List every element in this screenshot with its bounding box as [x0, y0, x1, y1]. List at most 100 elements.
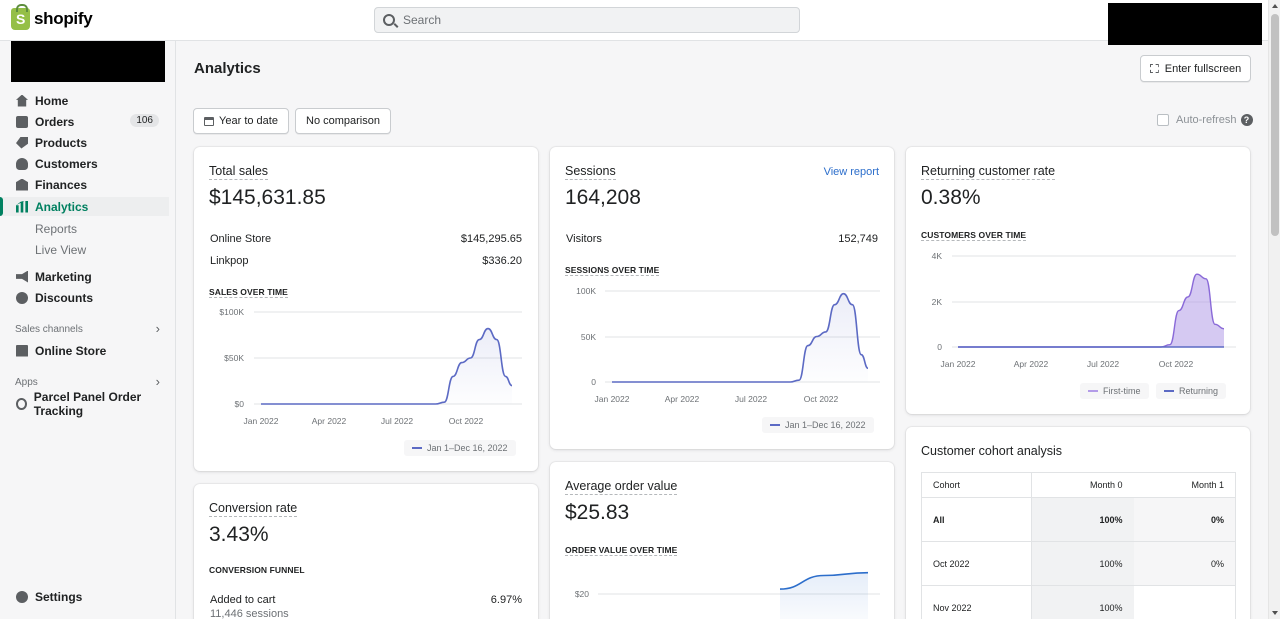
x-tick-label: Oct 2022: [1159, 359, 1194, 369]
column-header: Cohort: [921, 472, 1032, 498]
legend-label: Jan 1–Dec 16, 2022: [785, 420, 866, 430]
sidebar-item-orders[interactable]: Orders 106: [0, 112, 169, 131]
card-title[interactable]: Returning customer rate: [921, 164, 1056, 180]
legend-label: Jan 1–Dec 16, 2022: [427, 443, 508, 453]
scroll-down-arrow-icon[interactable]: [1272, 611, 1278, 615]
sidebar: Home Orders 106 Products Customers Finan…: [0, 41, 176, 619]
retention-cell: 100%: [1031, 541, 1134, 586]
sidebar-item-discounts[interactable]: Discounts: [0, 288, 169, 307]
scroll-up-arrow-icon[interactable]: [1272, 4, 1278, 8]
legend-label: First-time: [1103, 386, 1141, 396]
sidebar-item-products[interactable]: Products: [0, 133, 169, 152]
y-tick-label: $50K: [224, 353, 244, 363]
column-header: Month 1: [1133, 472, 1236, 498]
table-row: All 100% 0%: [921, 497, 1236, 542]
sidebar-item-analytics[interactable]: Analytics: [0, 197, 169, 216]
shopify-bag-icon: [11, 4, 30, 30]
search-input[interactable]: [403, 13, 783, 27]
funnel-step-sessions: 11,446 sessions: [210, 608, 289, 619]
breakdown-value: $145,295.65: [460, 233, 522, 245]
retention-cell: 100%: [1031, 585, 1134, 619]
sidebar-subitem-live-view[interactable]: Live View: [35, 243, 87, 257]
breakdown-value: $336.20: [482, 255, 522, 267]
breakdown-label: Visitors: [566, 233, 602, 245]
orders-icon: [16, 115, 28, 128]
breakdown-label: Online Store: [210, 233, 272, 245]
sidebar-item-label: Analytics: [35, 199, 89, 214]
calendar-icon: [204, 116, 215, 126]
funnel-step-label: Added to cart: [210, 594, 276, 606]
x-tick-label: Apr 2022: [1014, 359, 1049, 369]
page-scrollbar[interactable]: [1268, 0, 1280, 619]
chart-title[interactable]: SALES OVER TIME: [209, 287, 288, 298]
enter-fullscreen-label: Enter fullscreen: [1164, 62, 1242, 75]
card-title[interactable]: Total sales: [209, 164, 269, 180]
cohort-cell: Nov 2022: [921, 585, 1032, 619]
auto-refresh-label: Auto-refresh: [1176, 114, 1237, 126]
orders-count-badge: 106: [130, 114, 159, 127]
chart-title[interactable]: ORDER VALUE OVER TIME: [565, 545, 678, 556]
sidebar-item-parcel-panel[interactable]: Parcel Panel Order Tracking: [0, 390, 169, 418]
cohort-table: Cohort Month 0 Month 1 All 100% 0% Oct 2…: [921, 472, 1236, 619]
apps-header[interactable]: Apps ›: [15, 375, 160, 388]
sidebar-subitem-reports[interactable]: Reports: [35, 222, 78, 236]
x-tick-label: Jan 2022: [244, 416, 279, 426]
help-icon[interactable]: ?: [1240, 114, 1253, 126]
average-order-value-card: Average order value $25.83 ORDER VALUE O…: [550, 462, 894, 619]
sidebar-item-online-store[interactable]: Online Store: [0, 341, 169, 360]
x-tick-label: Oct 2022: [804, 394, 839, 404]
aov-line[interactable]: [779, 571, 869, 590]
card-title[interactable]: Conversion rate: [209, 501, 298, 517]
aov-area: [780, 572, 868, 619]
sessions-line[interactable]: [612, 292, 869, 383]
sales-line[interactable]: [261, 327, 513, 405]
gear-icon: [16, 590, 28, 603]
cohort-cell: All: [921, 497, 1032, 542]
date-range-button[interactable]: Year to date: [193, 108, 289, 134]
sidebar-item-finances[interactable]: Finances: [0, 175, 169, 194]
legend-label: Returning: [1179, 386, 1219, 396]
chart-title[interactable]: SESSIONS OVER TIME: [565, 265, 660, 276]
sidebar-item-home[interactable]: Home: [0, 91, 169, 110]
enter-fullscreen-button[interactable]: Enter fullscreen: [1140, 55, 1251, 82]
page-title: Analytics: [194, 60, 261, 77]
sidebar-item-marketing[interactable]: Marketing: [0, 267, 169, 286]
sidebar-item-settings[interactable]: Settings: [0, 587, 169, 606]
scroll-thumb[interactable]: [1271, 14, 1279, 236]
view-report-link[interactable]: View report: [823, 166, 879, 178]
shopify-logo[interactable]: shopify: [11, 4, 93, 30]
retention-cell: 0%: [1133, 541, 1236, 586]
search-icon: [383, 14, 395, 26]
card-title[interactable]: Average order value: [565, 479, 678, 495]
search-bar[interactable]: [374, 7, 800, 33]
retention-cell: 0%: [1133, 497, 1236, 542]
fullscreen-icon: [1149, 64, 1159, 73]
sidebar-item-customers[interactable]: Customers: [0, 154, 169, 173]
sidebar-item-label: Home: [35, 93, 69, 108]
sessions-value: 164,208: [565, 186, 641, 209]
sidebar-item-label: Customers: [35, 156, 98, 171]
tag-icon: [16, 136, 28, 149]
y-tick-label: $0: [235, 399, 245, 409]
y-tick-label: 50K: [581, 332, 596, 342]
sales-channels-header[interactable]: Sales channels ›: [15, 322, 160, 335]
auto-refresh-checkbox[interactable]: [1157, 114, 1169, 126]
sales-channels-label: Sales channels: [15, 324, 83, 335]
apps-label: Apps: [15, 377, 38, 388]
auto-refresh: Auto-refresh ?: [1157, 114, 1253, 126]
chart-legend: Jan 1–Dec 16, 2022: [762, 417, 874, 433]
y-tick-label: $20: [575, 589, 589, 599]
home-icon: [16, 94, 28, 107]
card-title: Customer cohort analysis: [921, 444, 1063, 458]
x-tick-label: Jul 2022: [381, 416, 413, 426]
x-tick-label: Apr 2022: [665, 394, 700, 404]
first-time-area: [958, 274, 1224, 347]
y-tick-label: 0: [591, 377, 596, 387]
sidebar-item-label: Parcel Panel Order Tracking: [33, 389, 142, 418]
card-title[interactable]: Sessions: [565, 164, 616, 180]
retention-cell: [1133, 585, 1236, 619]
top-bar: shopify: [0, 0, 1268, 41]
chart-title[interactable]: CUSTOMERS OVER TIME: [921, 230, 1027, 241]
comparison-button[interactable]: No comparison: [295, 108, 391, 134]
chart-legend-first-time: First-time: [1080, 383, 1149, 399]
